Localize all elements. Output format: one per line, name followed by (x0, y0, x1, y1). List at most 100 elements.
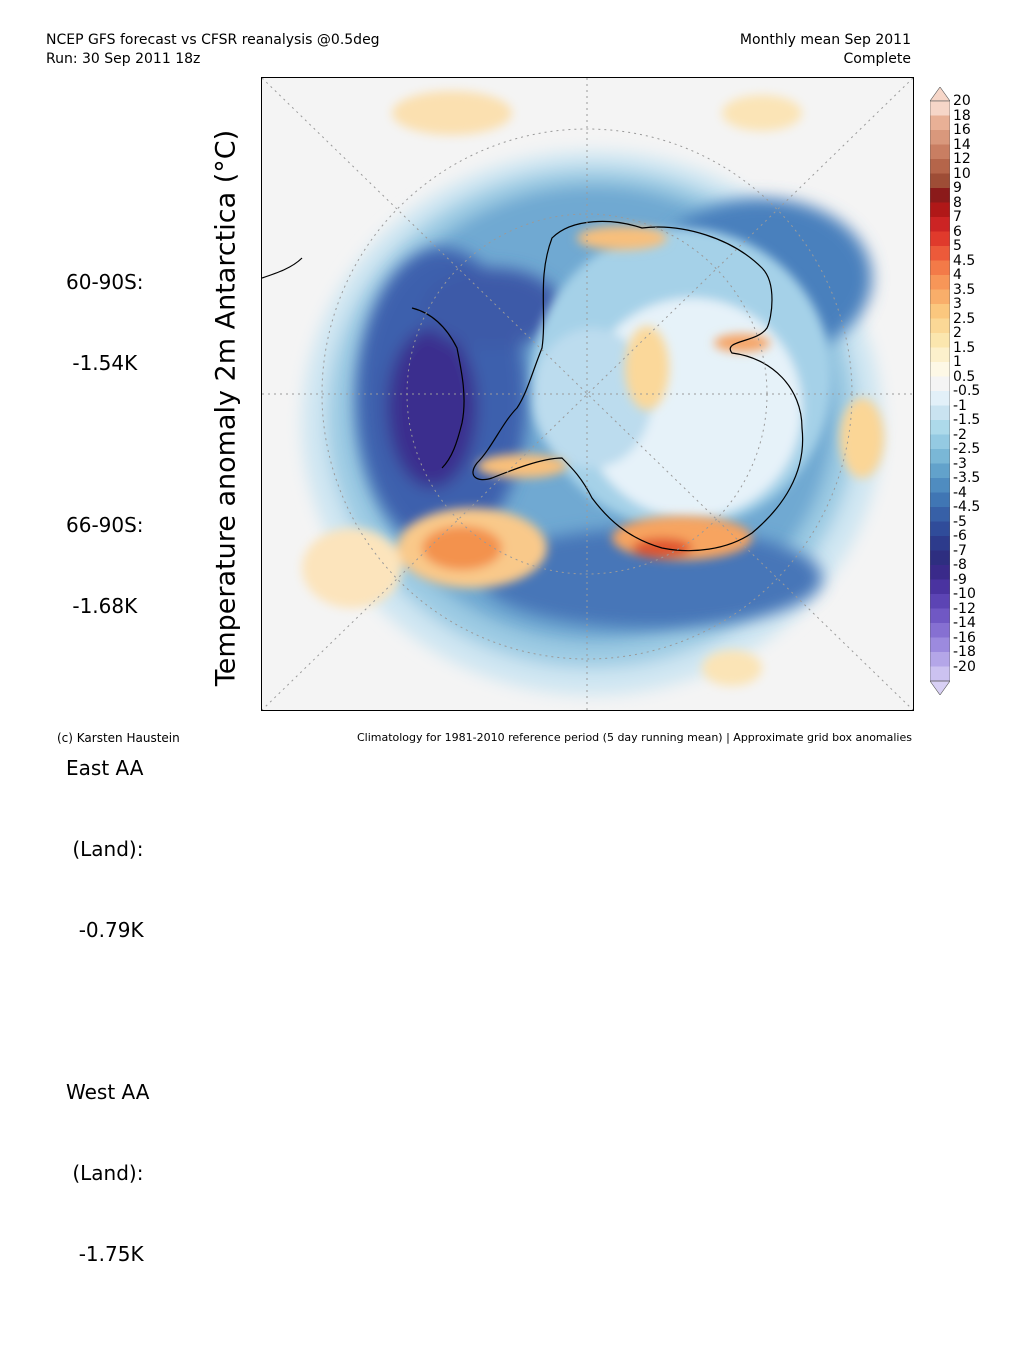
colorbar-tick-label: -20 (953, 658, 976, 675)
stat-label: 66-90S: (66, 513, 144, 537)
colorbar-tick-label: -10 (953, 586, 976, 602)
colorbar-segment (930, 405, 950, 421)
anomaly-field-continent (532, 228, 832, 528)
colorbar-segment (930, 391, 950, 406)
map-panel (261, 77, 914, 711)
colorbar-segments (930, 87, 950, 695)
stat-sublabel: (Land): (66, 837, 144, 861)
colorbar-segment (930, 101, 950, 116)
footnote: Climatology for 1981-2010 reference peri… (356, 731, 912, 744)
y-axis-label: Temperature anomaly 2m Antarctica (°C) (210, 129, 242, 687)
colorbar-tick-label: -2 (953, 426, 967, 443)
colorbar-tick-label: 8 (953, 194, 962, 211)
colorbar-segment (930, 260, 950, 276)
colorbar-segment (930, 492, 950, 508)
colorbar-tick-label: 6 (953, 223, 962, 240)
period-header: Monthly mean Sep 2011 Complete (740, 31, 911, 69)
colorbar-tick-label: 18 (953, 107, 971, 124)
stat-66-90s: 66-90S: -1.68K (66, 458, 149, 674)
stat-label: 60-90S: (66, 270, 144, 294)
stat-value: -1.68K (66, 594, 138, 618)
colorbar-outline (930, 100, 950, 682)
colorbar-segment (930, 173, 950, 189)
status-label: Complete (843, 51, 911, 67)
colorbar-segment (930, 289, 950, 305)
colorbar-tick-label: -8 (953, 557, 967, 573)
stat-60-90s: 60-90S: -1.54K (66, 215, 149, 431)
colorbar-segment (930, 202, 950, 218)
colorbar-segment (930, 652, 950, 667)
colorbar-segment (930, 347, 950, 363)
colorbar-tick-label: 5 (953, 238, 962, 254)
colorbar-tick-label: -2.5 (953, 441, 981, 457)
colorbar-segment (930, 449, 950, 464)
colorbar-tick-label: 14 (953, 136, 971, 153)
graticule (262, 78, 913, 710)
colorbar-segment (930, 304, 950, 319)
colorbar-segment (930, 623, 950, 638)
colorbar-segment (930, 579, 950, 595)
colorbar-tick-label: 4.5 (953, 252, 976, 269)
colorbar-segment (930, 115, 950, 131)
colorbar-tick-label: 1.5 (953, 339, 976, 356)
colorbar-segment (930, 434, 950, 450)
colorbar-segment (930, 608, 950, 624)
colorbar-tick-label: -9 (953, 571, 967, 588)
colorbar-tick-label: -5 (953, 513, 967, 530)
colorbar-tick-label: 3 (953, 296, 962, 312)
anomaly-map (262, 78, 913, 710)
colorbar-segment (930, 637, 950, 653)
stat-value: -1.75K (66, 1242, 144, 1266)
colorbar-tick-label: -1 (953, 397, 967, 414)
run-time: Run: 30 Sep 2011 18z (46, 51, 201, 67)
colorbar-segment (930, 666, 950, 682)
colorbar-tick-label: -3 (953, 455, 967, 472)
colorbar-tick-label: 12 (953, 151, 971, 167)
colorbar-tick-label: 10 (953, 165, 971, 182)
stat-value: -0.79K (66, 918, 144, 942)
colorbar-tick-label: -16 (953, 629, 976, 646)
colorbar-tick-label: 4 (953, 267, 962, 283)
colorbar-segment (930, 246, 950, 261)
colorbar-tick-label: -14 (953, 615, 976, 631)
stat-label: West AA (66, 1080, 150, 1104)
colorbar-tick-label: 2.5 (953, 310, 976, 327)
colorbar-tick-label: 0.5 (953, 368, 976, 385)
colorbar-segment (930, 550, 950, 566)
colorbar-segment (930, 362, 950, 377)
colorbar-segment (930, 144, 950, 160)
colorbar-segment (930, 333, 950, 348)
colorbar-segment (930, 594, 950, 609)
colorbar-segment (930, 159, 950, 174)
colorbar-segment (930, 217, 950, 232)
chart-title: NCEP GFS forecast vs CFSR reanalysis @0.… (46, 32, 380, 48)
colorbar-tick-label: -7 (953, 542, 967, 559)
colorbar-segment (930, 130, 950, 145)
coastline (262, 220, 804, 552)
colorbar-tick-label: -4 (953, 484, 967, 501)
colorbar-tick-label: -1.5 (953, 412, 981, 428)
colorbar-segment (930, 463, 950, 479)
colorbar-tick-label: -0.5 (953, 383, 981, 399)
period-label: Monthly mean Sep 2011 (739, 32, 911, 48)
colorbar-segment (930, 536, 950, 551)
colorbar-segment (930, 565, 950, 580)
regional-stats: 60-90S: -1.54K 66-90S: -1.68K East AA (L… (66, 215, 149, 1349)
colorbar-tick-label: 2 (953, 325, 962, 341)
colorbar-segment (930, 231, 950, 247)
colorbar-tick-label: 16 (953, 122, 971, 138)
colorbar-tick-label: -12 (953, 600, 976, 617)
colorbar-tick-label: 7 (953, 209, 962, 225)
stat-sublabel: (Land): (66, 1161, 144, 1185)
colorbar-tick-label: -6 (953, 528, 967, 544)
colorbar-bottom-arrow (930, 680, 950, 695)
stat-label: East AA (66, 756, 144, 780)
colorbar-segment (930, 507, 950, 522)
colorbar-tick-label: 1 (953, 354, 962, 370)
colorbar-top-arrow (930, 87, 950, 102)
colorbar-tick-label: -4.5 (953, 499, 981, 515)
colorbar-segment (930, 420, 950, 435)
chart-header: NCEP GFS forecast vs CFSR reanalysis @0.… (46, 31, 380, 69)
credit: (c) Karsten Haustein (57, 731, 180, 745)
colorbar-segment (930, 521, 950, 537)
